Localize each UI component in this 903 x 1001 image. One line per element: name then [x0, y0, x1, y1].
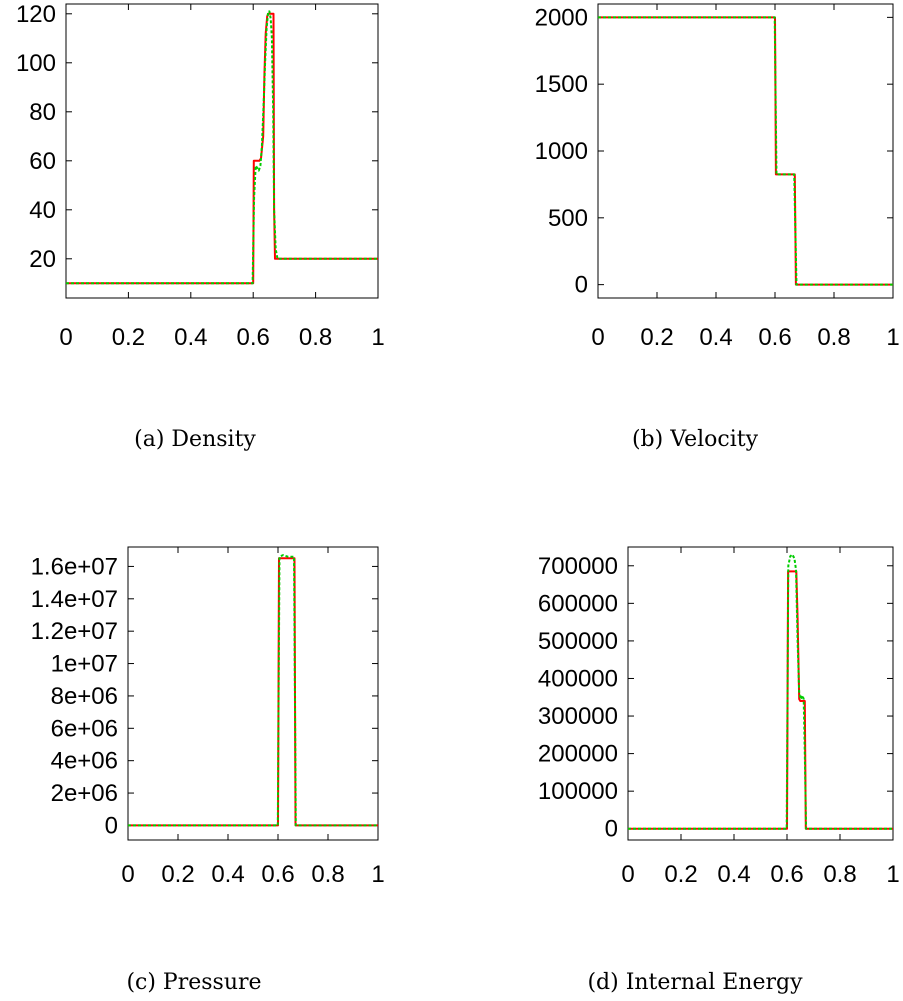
x-tick-label: 0 — [591, 324, 604, 351]
y-tick-label: 1.4e+07 — [31, 586, 118, 613]
chart-caption: (b) Velocity — [632, 427, 759, 452]
x-tick-label: 0.2 — [161, 861, 194, 888]
y-tick-label: 60 — [29, 148, 56, 175]
series-line-0 — [128, 557, 378, 827]
y-tick-label: 700000 — [538, 553, 618, 580]
y-tick-label: 1.2e+07 — [31, 618, 118, 645]
series-line-1 — [128, 554, 378, 827]
x-tick-label: 1 — [886, 861, 899, 888]
y-tick-label: 2e+06 — [51, 780, 118, 807]
y-tick-label: 100000 — [538, 778, 618, 805]
chart-caption: (d) Internal Energy — [587, 970, 803, 995]
y-tick-label: 200000 — [538, 741, 618, 768]
chart-3: 0 0.2 0.4 0.6 0.8 1 0 100000 200000 300000 400000 5… — [538, 546, 900, 995]
series-line-1 — [598, 16, 893, 286]
y-tick-label: 4e+06 — [51, 748, 118, 775]
y-tick-label: 2000 — [535, 4, 588, 31]
x-tick-label: 0.6 — [261, 861, 294, 888]
y-tick-label: 40 — [29, 197, 56, 224]
chart-caption: (c) Pressure — [126, 970, 261, 995]
x-tick-label: 0.8 — [823, 861, 856, 888]
y-tick-label: 0 — [575, 272, 588, 299]
y-tick-label: 300000 — [538, 703, 618, 730]
y-tick-label: 100 — [16, 50, 56, 77]
y-tick-label: 600000 — [538, 590, 618, 617]
y-tick-label: 6e+06 — [51, 715, 118, 742]
plot-frame — [65, 3, 379, 299]
x-tick-label: 0.6 — [758, 324, 791, 351]
y-tick-label: 120 — [16, 1, 56, 28]
x-tick-label: 0 — [621, 861, 634, 888]
series-line-0 — [628, 570, 893, 830]
y-tick-label: 8e+06 — [51, 683, 118, 710]
x-tick-label: 0.2 — [664, 861, 697, 888]
series-line-0 — [66, 12, 378, 285]
x-tick-label: 0.8 — [299, 324, 332, 351]
x-tick-label: 1 — [371, 324, 384, 351]
plot-frame — [127, 546, 379, 841]
y-tick-label: 20 — [29, 246, 56, 273]
x-tick-label: 0.8 — [311, 861, 344, 888]
y-tick-label: 0 — [605, 816, 618, 843]
y-tick-label: 1500 — [535, 71, 588, 98]
chart-1: 0 0.2 0.4 0.6 0.8 1 0 500 1000 1500 2000 (b) Veloci… — [535, 3, 900, 452]
y-tick-label: 400000 — [538, 665, 618, 692]
series-line-0 — [598, 16, 893, 286]
x-tick-label: 0.4 — [699, 324, 732, 351]
series-line-1 — [628, 553, 893, 830]
x-tick-label: 0.6 — [770, 861, 803, 888]
chart-caption: (a) Density — [134, 427, 256, 452]
x-tick-label: 1 — [371, 861, 384, 888]
x-tick-label: 1 — [886, 324, 899, 351]
plot-frame — [627, 546, 894, 841]
y-tick-label: 500 — [548, 205, 588, 232]
y-tick-label: 1e+07 — [51, 651, 118, 678]
x-tick-label: 0.8 — [817, 324, 850, 351]
x-tick-label: 0.4 — [174, 324, 207, 351]
x-tick-label: 0 — [121, 861, 134, 888]
x-tick-label: 0 — [59, 324, 72, 351]
y-tick-label: 1.6e+07 — [31, 553, 118, 580]
chart-2: 0 0.2 0.4 0.6 0.8 1 0 2e+06 4e+06 6e+06 8e+06 1e+07… — [31, 546, 385, 995]
series-line-1 — [66, 10, 378, 285]
y-tick-label: 500000 — [538, 628, 618, 655]
x-tick-label: 0.4 — [211, 861, 244, 888]
x-tick-label: 0.6 — [237, 324, 270, 351]
x-tick-label: 0.4 — [717, 861, 750, 888]
y-tick-label: 0 — [105, 812, 118, 839]
x-tick-label: 0.2 — [112, 324, 145, 351]
y-tick-label: 1000 — [535, 138, 588, 165]
plot-frame — [597, 3, 894, 299]
x-tick-label: 0.2 — [640, 324, 673, 351]
y-tick-label: 80 — [29, 99, 56, 126]
